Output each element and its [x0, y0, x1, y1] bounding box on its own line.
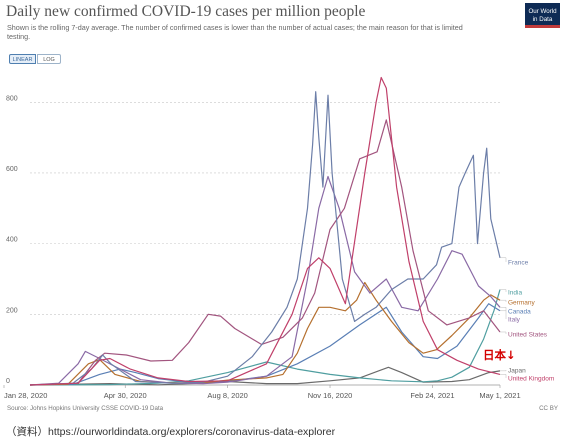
label-leader-line: [500, 289, 507, 292]
series-label-japan: Japan: [508, 367, 526, 374]
series-layer: [29, 76, 501, 386]
series-line-canada: [29, 303, 501, 386]
x-tick-label: Feb 24, 2021: [410, 391, 454, 400]
linear-scale-button[interactable]: LINEAR: [9, 54, 36, 64]
label-leader-line: [500, 331, 507, 334]
series-line-united-states: [29, 119, 501, 386]
label-leader-line: [500, 257, 507, 262]
logo-accent-bar: [525, 25, 560, 28]
series-line-france: [29, 91, 501, 386]
series-line-japan: [29, 366, 501, 386]
x-tick-label: Nov 16, 2020: [308, 391, 353, 400]
x-tick-label: Jan 28, 2020: [4, 391, 47, 400]
japan-annotation: 日本↓: [483, 348, 516, 362]
chart-title: Daily new confirmed COVID-19 cases per m…: [6, 3, 366, 20]
y-tick-label: 0: [6, 378, 10, 385]
series-label-united-kingdom: United Kingdom: [508, 375, 554, 382]
logo-line-2: in Data: [532, 15, 553, 23]
x-tick-label: Aug 8, 2020: [207, 391, 247, 400]
series-label-india: India: [508, 289, 522, 296]
series-label-canada: Canada: [508, 308, 531, 315]
label-leader-line: [500, 307, 507, 319]
series-label-united-states: United States: [508, 331, 548, 338]
logo-line-1: Our World: [528, 8, 557, 15]
y-tick-label: 600: [6, 166, 18, 173]
series-line-germany: [29, 281, 501, 386]
series-label-italy: Italy: [508, 316, 521, 323]
label-leader-line: [500, 370, 507, 372]
owid-logo[interactable]: Our World in Data: [525, 3, 560, 28]
x-tick-label: Apr 30, 2020: [104, 391, 147, 400]
chart-subtitle: Shown is the rolling 7-day average. The …: [7, 23, 463, 41]
label-leader-line: [500, 374, 507, 378]
y-tick-label: 800: [6, 95, 18, 102]
series-label-germany: Germany: [508, 299, 535, 306]
series-label-france: France: [508, 259, 529, 266]
log-scale-button[interactable]: LOG: [37, 54, 61, 64]
y-tick-label: 200: [6, 307, 18, 314]
license-text[interactable]: CC BY: [539, 405, 558, 412]
x-tick-label: May 1, 2021: [479, 391, 520, 400]
series-line-italy: [29, 175, 501, 386]
source-text: Source: Johns Hopkins University CSSE CO…: [7, 405, 164, 412]
series-line-india: [29, 289, 501, 386]
series-line-united-kingdom: [29, 76, 501, 386]
label-leader-line: [500, 299, 507, 302]
y-tick-label: 400: [6, 237, 18, 244]
data-source-note: （資料）https://ourworldindata.org/explorers…: [6, 426, 336, 438]
